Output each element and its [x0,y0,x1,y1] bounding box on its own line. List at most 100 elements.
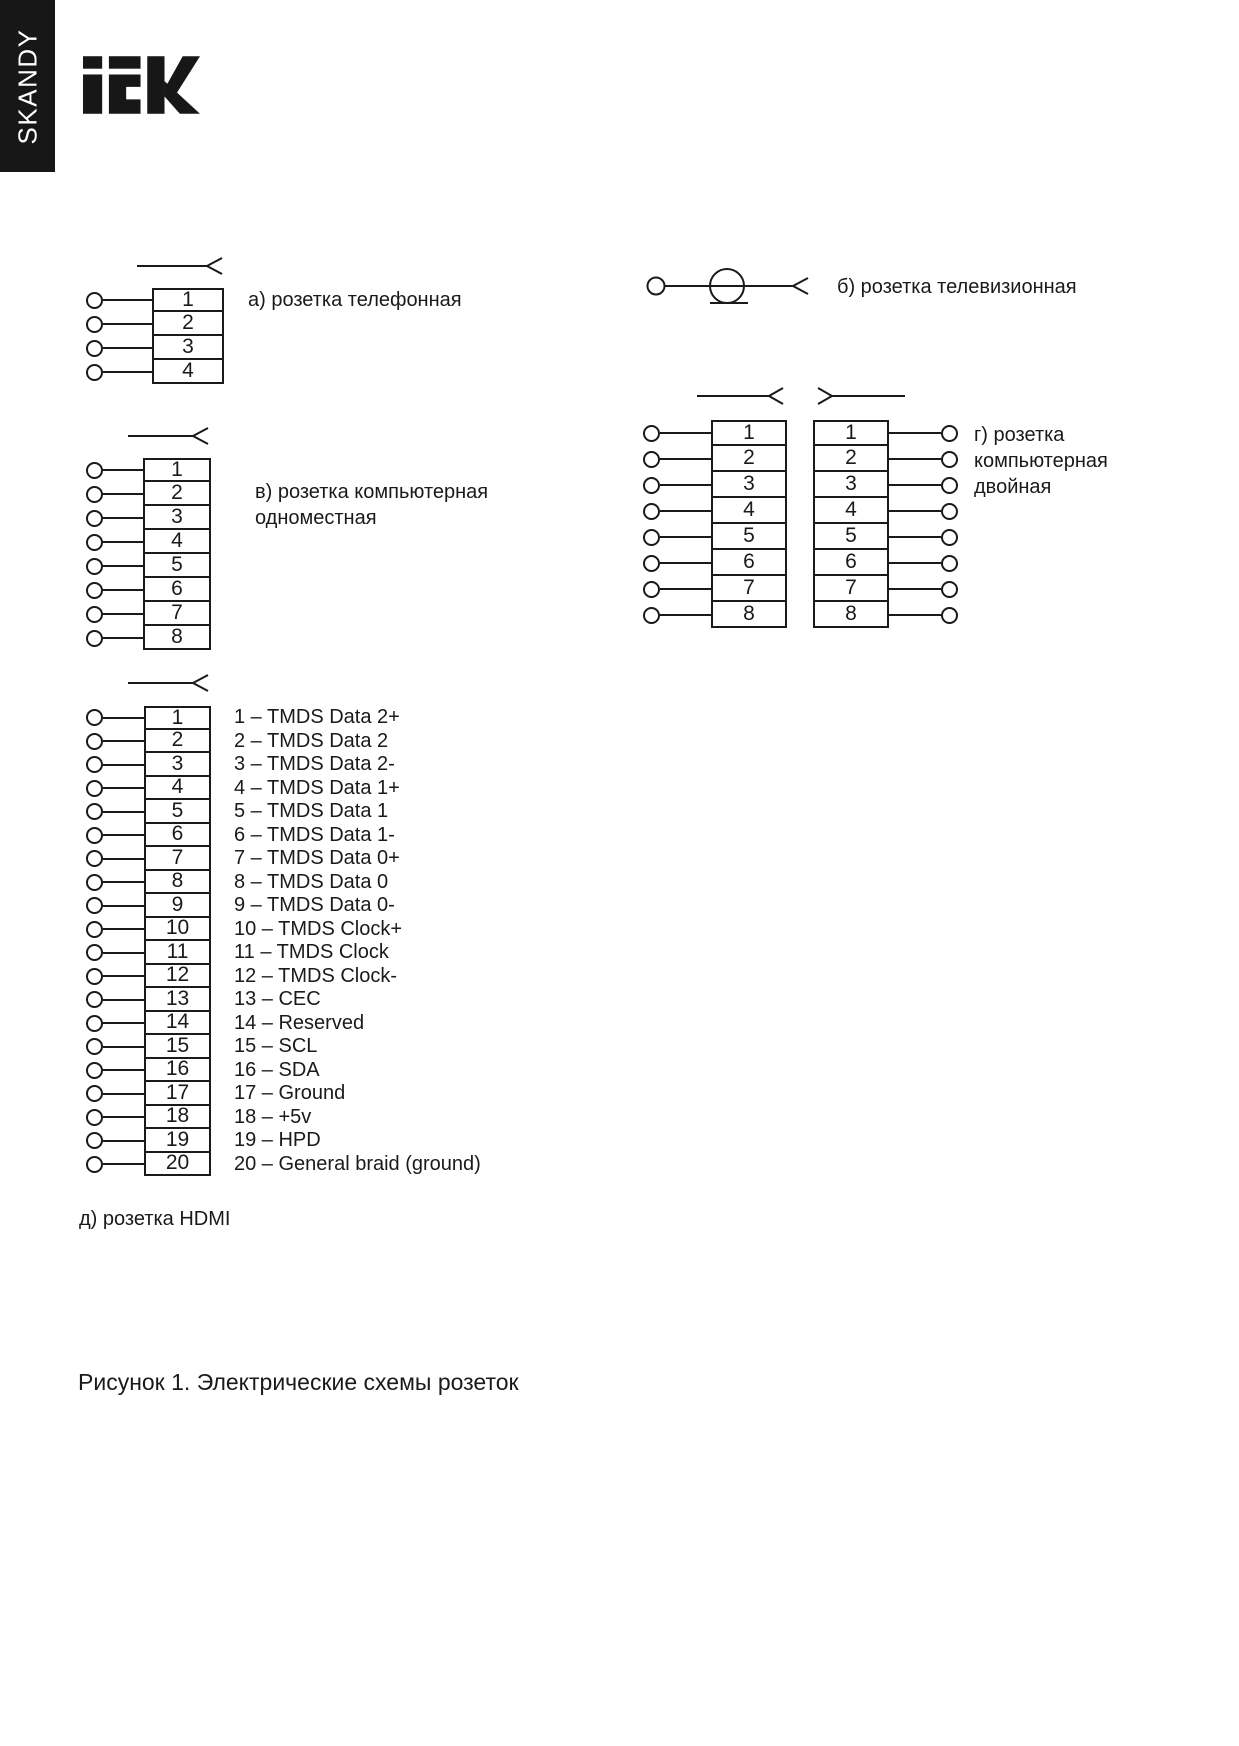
pin-row: 4 [813,498,958,524]
wire-line [103,493,143,495]
terminal-circle-icon [86,991,103,1009]
pin-row: 13 13 – CEC [86,987,481,1012]
terminal-circle-icon [86,1014,103,1032]
pin-number-cell: 5 [711,524,787,550]
pin-number-cell: 19 [144,1128,211,1153]
terminal-circle-icon [86,1085,103,1103]
label-telephone-socket: а) розетка телефонная [248,289,462,311]
wire-line [103,740,144,743]
pin-row: 5 [643,524,787,550]
label-computer-socket-single: в) розетка компьютерная одноместная [255,479,488,531]
terminal-circle-icon [86,509,103,527]
wire-line [103,517,143,519]
pin-row: 2 [86,311,224,336]
plug-fork-icon [792,277,809,287]
pin-description: 15 – SCL [234,1035,318,1058]
terminal-circle-icon [86,485,103,503]
pin-number-cell: 9 [144,893,211,918]
plug-fork-icon-mirrored [817,387,905,405]
terminal-circle-icon [86,315,103,333]
wire-line [889,536,941,538]
pin-number-cell: 8 [711,602,787,628]
pin-number-cell: 17 [144,1081,211,1106]
pin-row: 10 10 – TMDS Clock+ [86,916,481,941]
terminal-circle-icon [86,1132,103,1150]
wire-line [103,716,144,719]
pin-row: 2 [813,446,958,472]
pin-number-cell: 1 [711,420,787,446]
terminal-circle-icon [86,557,103,575]
pin-row: 3 [813,472,958,498]
terminal-circle-icon [86,1038,103,1056]
wire-line [103,787,144,790]
wire-line [103,637,143,639]
terminal-circle-icon [86,1155,103,1173]
pin-number-cell: 1 [813,420,889,446]
terminal-circle-icon [941,476,958,494]
wire-line [889,432,941,434]
wire-line [660,614,711,616]
plug-fork-icon [128,674,209,692]
label-line: в) розетка компьютерная [255,481,489,503]
pin-number-cell: 3 [143,505,211,530]
pin-number-cell: 12 [144,963,211,988]
terminal-circle-icon [86,339,103,357]
wire-line [660,458,711,460]
terminal-circle-icon [646,276,666,296]
wire-line [103,857,144,860]
logo-k-upper-arm [164,56,200,93]
terminal-circle-icon [941,554,958,572]
pin-description: 16 – SDA [234,1058,320,1081]
terminal-circle-icon [643,606,660,624]
label-line: г) розетка [974,424,1065,446]
diagram-tv-socket [646,268,809,304]
pin-row: 2 [86,481,211,506]
wire-line [103,928,144,931]
pin-number-cell: 2 [143,481,211,506]
label-line: компьютерная [974,450,1108,472]
pin-number-cell: 18 [144,1104,211,1129]
pin-description: 11 – TMDS Clock [234,941,389,964]
pin-description: 5 – TMDS Data 1 [234,800,389,823]
terminal-circle-icon [941,450,958,468]
pin-row: 4 [86,359,224,384]
pin-number-cell: 6 [813,550,889,576]
wire-line [103,1139,144,1142]
terminal-circle-icon [86,581,103,599]
logo-k-lower-arm [164,81,200,114]
terminal-circle-icon [643,424,660,442]
pin-row: 16 16 – SDA [86,1057,481,1082]
pin-row: 3 3 – TMDS Data 2- [86,752,481,777]
pin-number-cell: 6 [711,550,787,576]
terminal-circle-icon [86,1061,103,1079]
terminal-circle-icon [86,732,103,750]
label-line: одноместная [255,507,377,529]
pin-description: 3 – TMDS Data 2- [234,753,395,776]
wire-line [660,510,711,512]
wire-line [103,1092,144,1095]
pin-number-cell: 14 [144,1010,211,1035]
pin-row: 18 18 – +5v [86,1104,481,1129]
pin-row: 1 [86,288,224,312]
pin-row: 8 [643,602,787,628]
pin-row: 15 15 – SCL [86,1034,481,1059]
wire-line [103,1045,144,1048]
pin-row: 5 [86,553,211,578]
pin-description: 8 – TMDS Data 0 [234,870,389,893]
pin-number-cell: 8 [813,602,889,628]
pin-row: 1 1 – TMDS Data 2+ [86,706,481,730]
pin-number-cell: 7 [813,576,889,602]
pin-description: 1 – TMDS Data 2+ [234,706,400,729]
wire-line [103,299,152,301]
terminal-circle-icon [86,920,103,938]
pin-number-cell: 3 [144,752,211,777]
wire-line [103,469,143,471]
pin-row: 19 19 – HPD [86,1128,481,1153]
terminal-circle-icon [86,533,103,551]
pin-row: 6 [813,550,958,576]
pin-row: 3 [86,335,224,360]
wire-line [103,1163,144,1166]
wire-line [103,371,152,373]
pin-description: 7 – TMDS Data 0+ [234,847,400,870]
